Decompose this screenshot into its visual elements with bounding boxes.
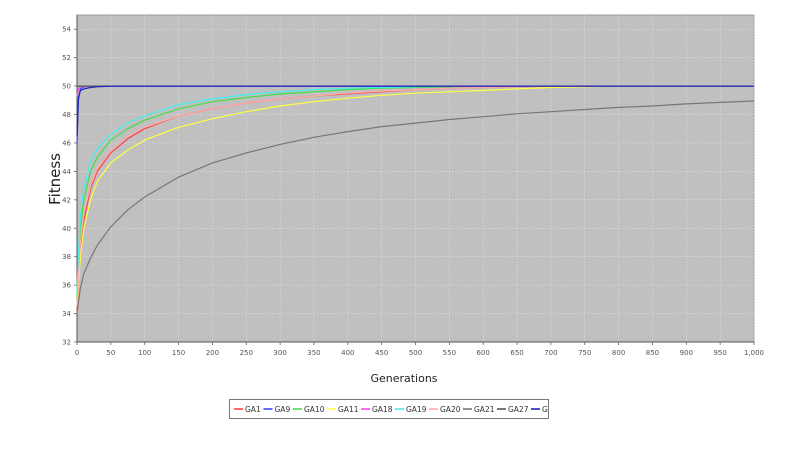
x-tick-label: 950 — [713, 349, 726, 357]
y-tick-label: 38 — [62, 253, 71, 261]
x-tick-label: 900 — [680, 349, 693, 357]
x-ticks: 0 50 100 150 200 250 300 350 400 450 500 550 600 650 7… — [75, 342, 764, 357]
x-tick-label: 850 — [646, 349, 659, 357]
legend-label-ga-weibull: GA Weibull — [542, 405, 548, 414]
y-tick-label: 50 — [62, 83, 71, 91]
x-tick-label: 600 — [477, 349, 490, 357]
y-tick-label: 36 — [62, 282, 71, 290]
y-tick-label: 34 — [62, 310, 71, 318]
y-tick-label: 48 — [62, 111, 71, 119]
x-tick-label: 800 — [612, 349, 625, 357]
y-tick-label: 52 — [62, 54, 71, 62]
x-tick-label: 700 — [544, 349, 557, 357]
grid-lines — [77, 15, 755, 342]
x-tick-label: 500 — [409, 349, 422, 357]
x-tick-label: 550 — [443, 349, 456, 357]
x-tick-label: 250 — [240, 349, 253, 357]
series-line-ga-weibull — [76, 85, 754, 136]
y-tick-label: 42 — [62, 196, 71, 204]
x-tick-label: 150 — [172, 349, 185, 357]
x-axis-title: Generations — [370, 372, 437, 385]
x-tick-label: 450 — [375, 349, 388, 357]
y-axis-title: Fitness — [46, 153, 64, 205]
y-tick-label: 54 — [62, 26, 71, 34]
legend-label-ga21: GA21 — [474, 405, 495, 414]
y-ticks: 32 34 36 38 40 42 44 46 48 50 52 54 — [62, 26, 77, 347]
y-tick-label: 44 — [62, 168, 71, 176]
legend-label-ga10: GA10 — [304, 405, 325, 414]
x-tick-label: 50 — [106, 349, 115, 357]
x-tick-label: 100 — [138, 349, 151, 357]
legend-items: GA1 GA9 GA10 GA11 GA18 GA19 GA20 GA21 GA27 GA Wei… — [234, 405, 583, 414]
x-tick-label: 300 — [273, 349, 286, 357]
legend-label-ga19: GA19 — [406, 405, 427, 414]
legend-label-ga1: GA1 — [245, 405, 261, 414]
x-tick-label: 750 — [578, 349, 591, 357]
y-tick-label: 40 — [62, 225, 71, 233]
x-tick-label: 350 — [307, 349, 320, 357]
x-tick-label: 1,000 — [744, 349, 764, 357]
legend-label-ga9: GA9 — [275, 405, 291, 414]
legend-label-ga18: GA18 — [372, 405, 393, 414]
y-tick-label: 46 — [62, 139, 71, 147]
legend: GA1 GA9 GA10 GA11 GA18 GA19 GA20 GA21 GA27 GA Wei… — [229, 399, 583, 419]
y-tick-label: 32 — [62, 339, 71, 347]
x-tick-label: 400 — [341, 349, 354, 357]
x-tick-label: 0 — [75, 349, 79, 357]
x-tick-label: 200 — [206, 349, 219, 357]
legend-label-ga27: GA27 — [508, 405, 529, 414]
legend-label-ga11: GA11 — [338, 405, 359, 414]
x-tick-label: 650 — [510, 349, 523, 357]
legend-label-ga20: GA20 — [440, 405, 461, 414]
series-lines — [76, 85, 755, 314]
series-line-ga21 — [76, 100, 755, 314]
